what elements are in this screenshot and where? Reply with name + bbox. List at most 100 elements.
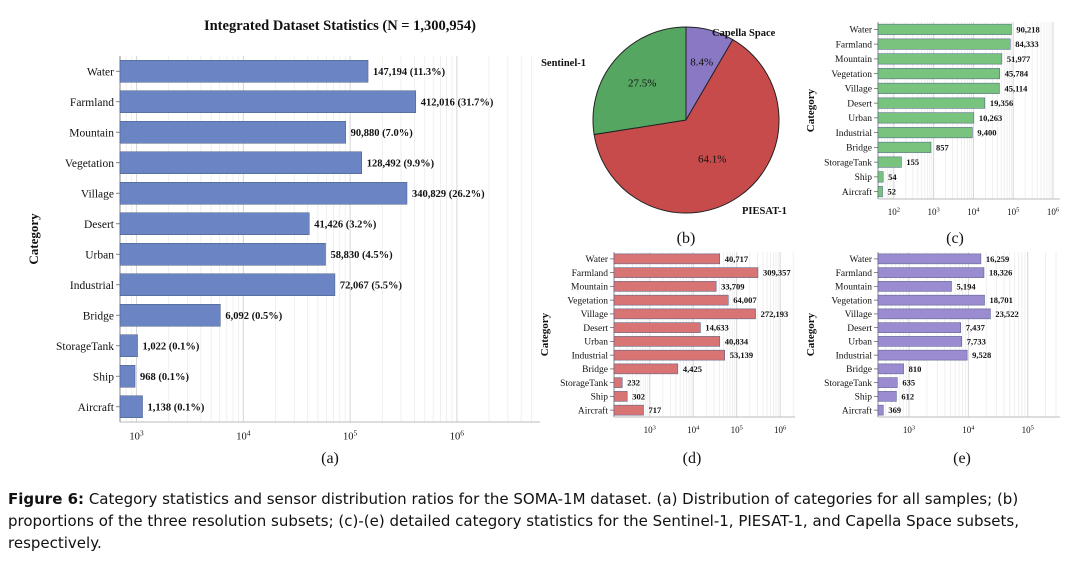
- category-label: StorageTank: [560, 379, 608, 389]
- bar-desert: [877, 97, 986, 109]
- chart-title: Integrated Dataset Statistics (N = 1,300…: [204, 18, 476, 34]
- category-label: Desert: [84, 219, 115, 231]
- chart-panel-b: 8.4% Capella Space 64.1% PIESAT-1 27.5% Senti…: [541, 26, 787, 247]
- chart-panel-e: 103 104 105 Water 16,259 Farmland 18,326 Mounta…: [805, 252, 1060, 467]
- category-label: Ship: [591, 393, 609, 403]
- y-axis-title: Category: [805, 88, 817, 132]
- x-tick-label: 102: [888, 206, 900, 217]
- data-label: 1,138 (0.1%): [148, 402, 205, 413]
- bar-vegetation: [877, 68, 1000, 80]
- category-label: Aircraft: [842, 187, 872, 198]
- category-label: Vegetation: [831, 70, 872, 80]
- x-tick-label: 106: [1047, 206, 1060, 217]
- category-label: Vegetation: [831, 296, 872, 306]
- data-label: 612: [901, 391, 914, 401]
- bar-urban: [877, 112, 975, 124]
- data-label: 7,437: [966, 323, 986, 333]
- category-label: Desert: [847, 324, 872, 334]
- data-label: 10,263: [979, 113, 1002, 123]
- data-label: 53,139: [730, 350, 753, 360]
- bar-farmland: [877, 267, 985, 278]
- category-label: Aircraft: [578, 405, 608, 416]
- panel-label: (b): [677, 230, 696, 247]
- data-label: 9,528: [972, 350, 991, 360]
- category-label: Water: [87, 66, 114, 78]
- category-label: Farmland: [836, 40, 873, 50]
- category-label: Mountain: [835, 55, 872, 65]
- data-label: 717: [649, 405, 663, 415]
- bar-water: [877, 253, 982, 265]
- data-label: 857: [936, 142, 950, 152]
- bar-mountain: [119, 121, 346, 144]
- data-label: 128,492 (9.9%): [367, 158, 435, 169]
- category-label: Water: [586, 255, 609, 265]
- bar-village: [119, 182, 408, 205]
- data-label: 33,709: [721, 281, 744, 291]
- bar-village: [877, 308, 991, 320]
- category-label: StorageTank: [56, 341, 114, 353]
- category-label: Urban: [85, 249, 114, 261]
- category-label: StorageTank: [824, 158, 872, 168]
- chart-panel-d: 103 104 105 106 Water 40,717 Farmland 309,357 Mo…: [539, 252, 795, 467]
- bar-industrial: [119, 273, 336, 296]
- data-label: 147,194 (11.3%): [373, 67, 446, 78]
- bar-aircraft: [877, 186, 883, 198]
- bar-desert: [877, 322, 961, 333]
- x-tick-label: 103: [928, 206, 940, 217]
- bar-farmland: [119, 90, 417, 113]
- pie-slice-piesat-1: [593, 38, 780, 214]
- data-label: 340,829 (26.2%): [412, 189, 485, 200]
- bar-ship: [877, 391, 897, 402]
- slice-name-label: Sentinel-1: [541, 58, 586, 69]
- data-label: 635: [902, 378, 915, 388]
- category-label: Village: [845, 310, 872, 320]
- bar-storagetank: [877, 156, 902, 168]
- data-label: 18,326: [989, 268, 1012, 278]
- category-label: Bridge: [846, 365, 872, 375]
- data-label: 23,522: [995, 309, 1018, 319]
- bar-water: [119, 60, 369, 83]
- bar-industrial: [613, 349, 726, 361]
- data-label: 72,067 (5.5%): [340, 280, 403, 291]
- figure-caption: Figure 6: Category statistics and sensor…: [8, 488, 1074, 554]
- bar-aircraft: [613, 404, 644, 416]
- x-tick-label: 104: [236, 428, 251, 442]
- category-label: Aircraft: [78, 402, 115, 414]
- data-label: 7,733: [967, 336, 986, 346]
- data-label: 369: [888, 405, 901, 415]
- category-label: Village: [845, 85, 872, 95]
- bar-bridge: [877, 141, 932, 153]
- panel-label: (a): [321, 450, 339, 467]
- data-label: 90,218: [1016, 24, 1039, 34]
- y-axis-title: Category: [539, 312, 551, 356]
- category-label: Ship: [855, 173, 873, 183]
- data-label: 9,400: [977, 128, 996, 138]
- bar-bridge: [877, 363, 904, 375]
- data-label: 412,016 (31.7%): [421, 97, 494, 108]
- bar-farmland: [613, 267, 759, 278]
- slice-value-label: 8.4%: [690, 57, 713, 69]
- data-label: 90,880 (7.0%): [351, 128, 414, 139]
- data-label: 968 (0.1%): [140, 372, 189, 383]
- data-label: 810: [909, 364, 922, 374]
- x-tick-label: 104: [962, 424, 975, 435]
- x-tick-label: 105: [1007, 206, 1019, 217]
- category-label: Water: [850, 26, 873, 36]
- data-label: 272,193: [761, 309, 789, 319]
- bar-vegetation: [613, 294, 729, 306]
- category-label: Bridge: [582, 365, 608, 375]
- category-label: Industrial: [572, 351, 609, 361]
- category-label: Farmland: [836, 269, 873, 279]
- x-tick-label: 105: [1022, 424, 1034, 435]
- category-label: Industrial: [70, 280, 114, 292]
- category-label: Ship: [855, 393, 873, 403]
- bar-vegetation: [877, 294, 985, 306]
- data-label: 84,333: [1015, 39, 1038, 49]
- caption-label: Figure 6:: [8, 490, 85, 508]
- panel-label: (d): [683, 450, 702, 467]
- category-label: Vegetation: [567, 296, 608, 306]
- bar-village: [877, 82, 1000, 94]
- data-label: 58,830 (4.5%): [331, 250, 394, 261]
- category-label: Water: [850, 255, 873, 265]
- data-label: 155: [906, 157, 919, 167]
